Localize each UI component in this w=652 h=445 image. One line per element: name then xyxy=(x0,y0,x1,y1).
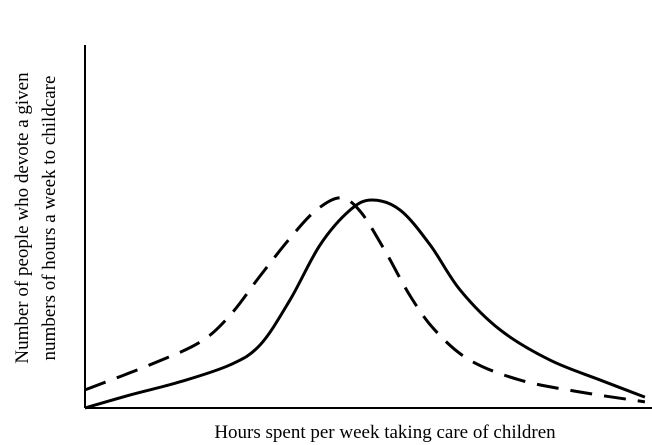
line-series xyxy=(84,196,646,404)
y-axis-label: Number of people who devote a given xyxy=(12,72,33,364)
y-axis-label: numbers of hours a week to childcare xyxy=(39,76,60,361)
x-axis-label: Hours spent per week taking care of chil… xyxy=(214,422,556,443)
line-series xyxy=(84,198,646,410)
